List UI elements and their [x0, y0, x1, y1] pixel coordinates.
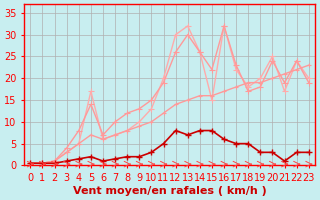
X-axis label: Vent moyen/en rafales ( km/h ): Vent moyen/en rafales ( km/h ): [73, 186, 267, 196]
